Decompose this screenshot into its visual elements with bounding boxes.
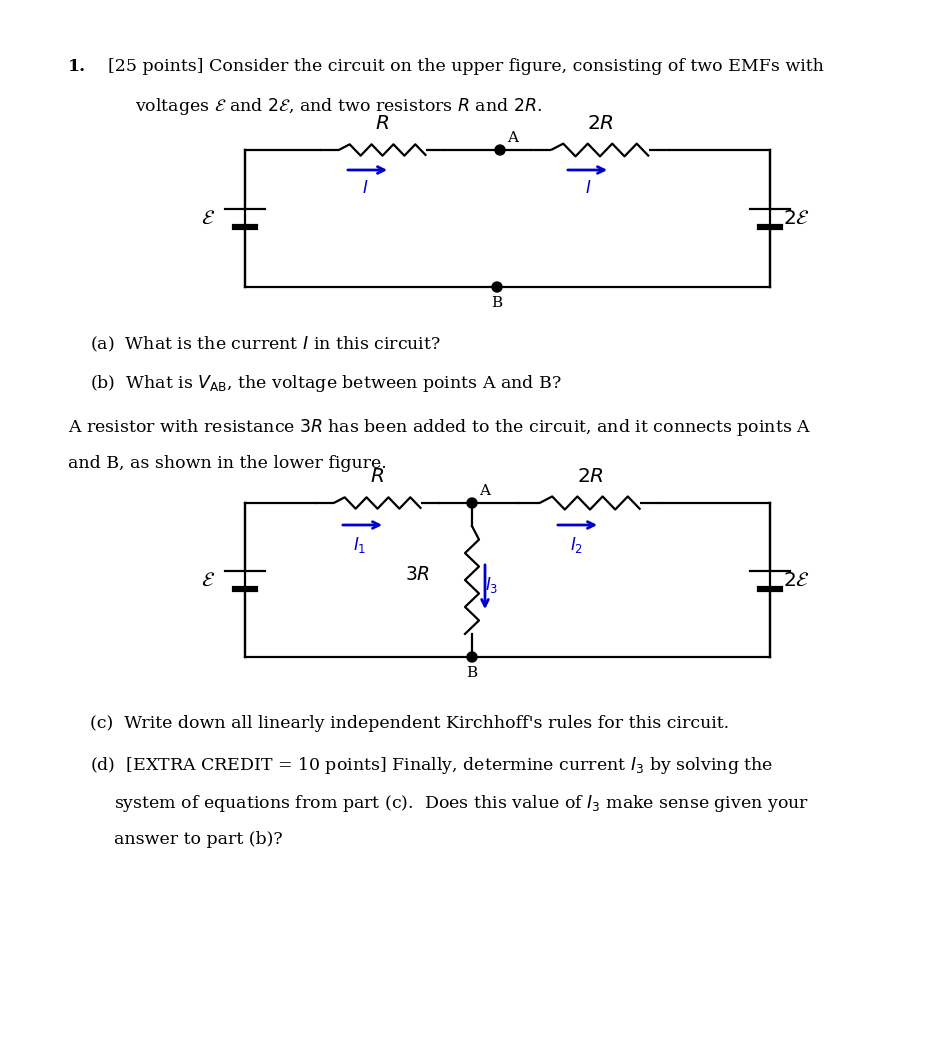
Text: A: A [479, 484, 490, 498]
Text: $I_1$: $I_1$ [354, 535, 367, 555]
Text: $R$: $R$ [376, 114, 390, 133]
Circle shape [495, 145, 505, 155]
Text: $I$: $I$ [585, 180, 592, 198]
Text: voltages $\mathcal{E}$ and $2\mathcal{E}$, and two resistors $R$ and $2R$.: voltages $\mathcal{E}$ and $2\mathcal{E}… [135, 96, 542, 117]
Text: $3R$: $3R$ [405, 566, 430, 584]
Text: $I$: $I$ [361, 180, 368, 198]
Text: $R$: $R$ [371, 467, 384, 486]
Circle shape [492, 282, 502, 292]
Text: $\mathcal{E}$: $\mathcal{E}$ [201, 571, 215, 589]
Circle shape [467, 652, 477, 661]
Text: (c)  Write down all linearly independent Kirchhoff's rules for this circuit.: (c) Write down all linearly independent … [90, 715, 729, 732]
Text: (b)  What is $V_{\mathrm{AB}}$, the voltage between points A and B?: (b) What is $V_{\mathrm{AB}}$, the volta… [90, 373, 562, 394]
Text: 1.: 1. [68, 59, 87, 75]
Text: and B, as shown in the lower figure.: and B, as shown in the lower figure. [68, 455, 387, 472]
Text: system of equations from part (c).  Does this value of $I_3$ make sense given yo: system of equations from part (c). Does … [114, 793, 809, 814]
Text: $I_3$: $I_3$ [485, 575, 498, 595]
Text: $2R$: $2R$ [576, 467, 604, 486]
Text: $2\mathcal{E}$: $2\mathcal{E}$ [783, 571, 810, 589]
Text: A: A [507, 131, 518, 145]
Text: B: B [492, 296, 502, 310]
Text: $2R$: $2R$ [587, 114, 613, 133]
Text: (a)  What is the current $I$ in this circuit?: (a) What is the current $I$ in this circ… [90, 335, 441, 354]
Text: $\mathcal{E}$: $\mathcal{E}$ [201, 209, 215, 228]
Text: $2\mathcal{E}$: $2\mathcal{E}$ [783, 209, 810, 228]
Text: $I_2$: $I_2$ [571, 535, 584, 555]
Text: (d)  [EXTRA CREDIT = 10 points] Finally, determine current $I_3$ by solving the: (d) [EXTRA CREDIT = 10 points] Finally, … [90, 754, 773, 776]
Circle shape [467, 498, 477, 508]
Text: answer to part (b)?: answer to part (b)? [114, 831, 282, 847]
Text: B: B [466, 666, 477, 680]
Text: A resistor with resistance $3R$ has been added to the circuit, and it connects p: A resistor with resistance $3R$ has been… [68, 417, 811, 438]
Text: [25 points] Consider the circuit on the upper figure, consisting of two EMFs wit: [25 points] Consider the circuit on the … [108, 59, 824, 75]
